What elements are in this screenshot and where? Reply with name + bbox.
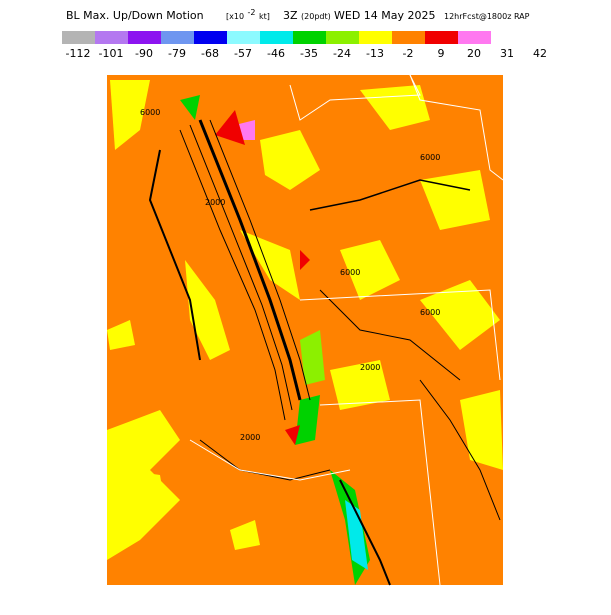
colorbar-label: -2 [403,47,414,60]
colorbar-label: -90 [135,47,153,60]
title-units-exp: -2 [248,8,256,17]
colorbar-swatch [425,31,458,44]
colorbar-swatch [392,31,425,44]
contour-label: 6000 [140,108,160,117]
colorbar-swatch [293,31,326,44]
colorbar-label: -57 [234,47,252,60]
title-units: [x10 [226,12,244,21]
title-date: WED 14 May 2025 [334,9,436,22]
strong-motion-areas [180,95,370,585]
colorbar-label: -13 [366,47,384,60]
colorbar-label: 9 [438,47,445,60]
contours [148,119,501,586]
colorbar: -112 -101 -90 -79 -68 -57 -46 -35 -24 -13 -2 9 20 31 4… [62,31,547,60]
contour-label: 6000 [340,268,360,277]
contour-label: 2000 [205,198,225,207]
state-borders [189,74,504,586]
title-main: BL Max. Up/Down Motion [66,9,204,22]
colorbar-label: -46 [267,47,285,60]
title-units-post: kt] [259,12,270,21]
colorbar-swatch [62,31,95,44]
contour-label: 6000 [420,308,440,317]
colorbar-swatch [359,31,392,44]
colorbar-swatch [458,31,491,44]
colorbar-swatch [161,31,194,44]
colorbar-label: -68 [201,47,219,60]
colorbar-swatch [95,31,128,44]
colorbar-label: 31 [500,47,514,60]
colorbar-label: -101 [99,47,124,60]
colorbar-swatch [227,31,260,44]
title-model: 12hrFcst@1800z RAP [444,12,530,21]
colorbar-label: -24 [333,47,351,60]
colorbar-label: -79 [168,47,186,60]
colorbar-label: 20 [467,47,481,60]
contour-label: 6000 [420,153,440,162]
colorbar-label: -35 [300,47,318,60]
colorbar-swatch [260,31,293,44]
colorbar-swatch [194,31,227,44]
weak-motion-areas [107,80,503,560]
colorbar-swatch [326,31,359,44]
colorbar-label: 42 [533,47,547,60]
colorbar-swatch [128,31,161,44]
title-time: 3Z [283,9,298,22]
map: 6000 6000 6000 2000 2000 2000 6000 [107,74,504,586]
colorbar-label: -112 [66,47,91,60]
contour-label: 2000 [360,363,380,372]
title-local: (20pdt) [301,12,331,21]
contour-label: 2000 [240,433,260,442]
title: BL Max. Up/Down Motion [x10 -2 kt] 3Z (2… [66,5,530,22]
